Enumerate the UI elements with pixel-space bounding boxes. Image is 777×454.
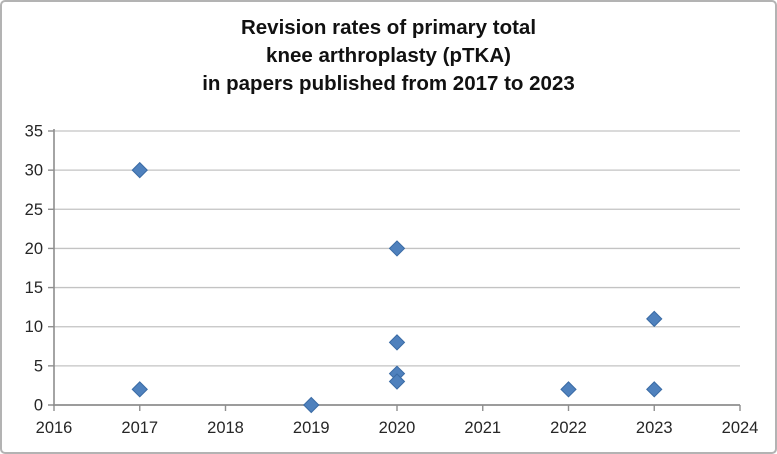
chart-title-line-2: knee arthroplasty (pTKA) <box>266 44 511 67</box>
x-tick-label-2024: 2024 <box>722 419 759 437</box>
data-point-marker-2017-2 <box>131 381 148 398</box>
x-tick-label-2017: 2017 <box>121 419 158 437</box>
y-tick-label-15: 15 <box>25 279 43 297</box>
data-point-marker-2017-30 <box>131 161 148 179</box>
data-point-marker-2019-0 <box>303 396 320 414</box>
y-tick-label-20: 20 <box>25 240 43 258</box>
y-tick-label-35: 35 <box>25 123 43 141</box>
data-point-marker-2020-3 <box>388 373 406 390</box>
x-tick-label-2021: 2021 <box>464 419 501 437</box>
x-tick-label-2022: 2022 <box>550 419 587 437</box>
y-tick-label-25: 25 <box>25 201 43 219</box>
x-tick-label-2018: 2018 <box>207 419 244 437</box>
y-tick-label-5: 5 <box>34 357 43 375</box>
data-point-marker-2023-2 <box>646 381 663 398</box>
y-tick-label-10: 10 <box>25 318 43 336</box>
x-tick-label-2019: 2019 <box>293 419 330 437</box>
chart-title: Revision rates of primary total knee art… <box>2 14 775 98</box>
chart-title-line-1: Revision rates of primary total <box>240 16 537 39</box>
x-tick-label-2016: 2016 <box>36 419 73 437</box>
y-tick-label-30: 30 <box>25 162 43 180</box>
data-point-marker-2023-11 <box>646 310 663 328</box>
data-point-marker-2020-8 <box>388 334 406 351</box>
chart-title-line-3: in papers published from 2017 to 2023 <box>202 72 575 95</box>
x-tick-label-2020: 2020 <box>379 419 416 437</box>
data-point-marker-2020-20 <box>388 240 406 257</box>
x-tick-label-2023: 2023 <box>636 419 673 437</box>
y-tick-label-0: 0 <box>34 397 43 415</box>
data-point-marker-2022-2 <box>560 381 577 398</box>
